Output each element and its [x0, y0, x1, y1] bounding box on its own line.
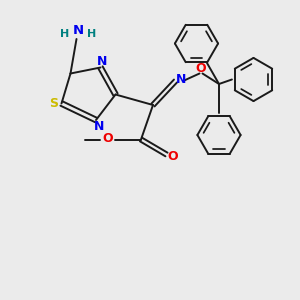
- Text: O: O: [196, 61, 206, 75]
- Text: O: O: [102, 131, 113, 145]
- Text: H: H: [87, 28, 96, 39]
- Text: N: N: [72, 24, 84, 37]
- Text: N: N: [94, 120, 104, 133]
- Text: N: N: [176, 73, 187, 86]
- Text: S: S: [50, 97, 58, 110]
- Text: O: O: [167, 149, 178, 163]
- Text: N: N: [97, 55, 107, 68]
- Text: H: H: [61, 28, 70, 39]
